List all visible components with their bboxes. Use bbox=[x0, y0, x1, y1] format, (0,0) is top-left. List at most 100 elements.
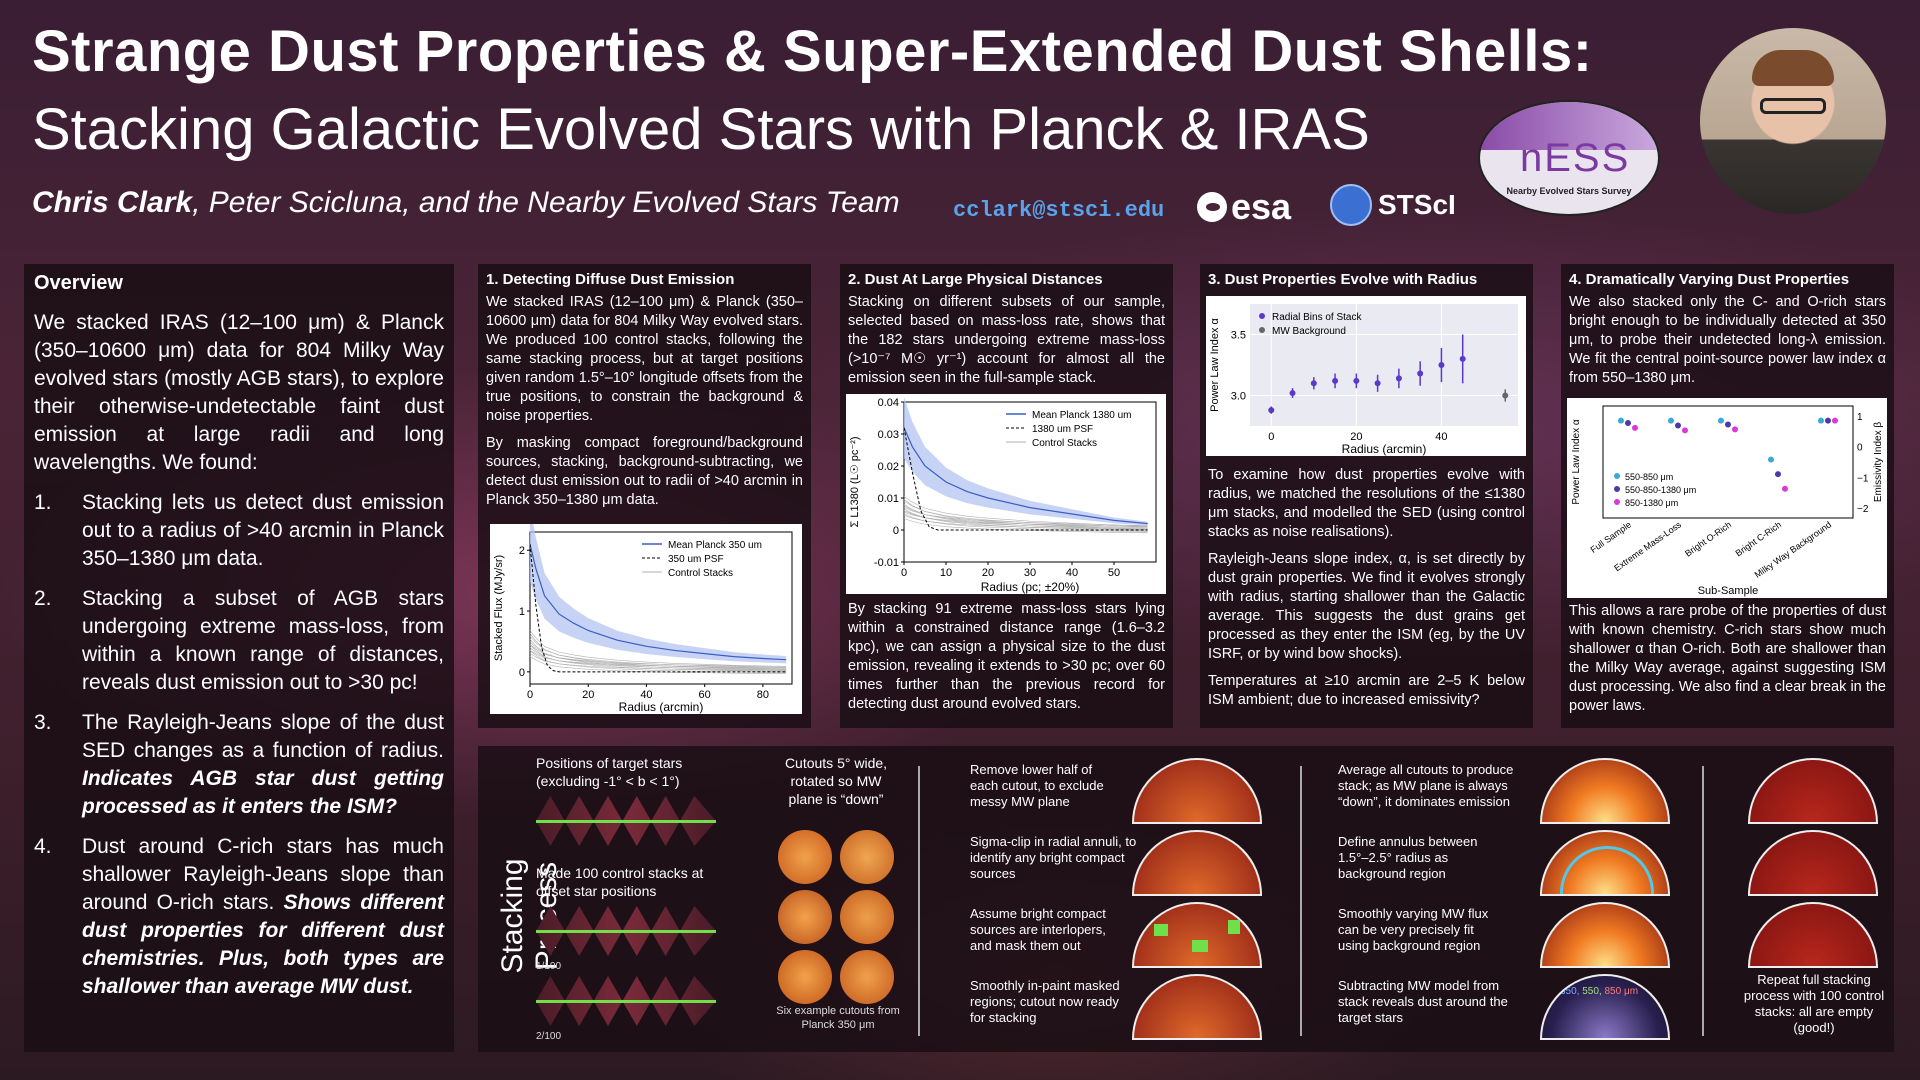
finding-item: 4. Dust around C-rich stars has much shal… bbox=[34, 833, 444, 1001]
control-stack-line bbox=[529, 647, 787, 670]
photo-hair bbox=[1752, 50, 1834, 86]
x-tick-label: 20 bbox=[1350, 431, 1362, 443]
stack-residual: 350, 550, 850 μm bbox=[1540, 974, 1670, 1040]
mean-uncertainty-band bbox=[904, 396, 1148, 526]
y-tick-label: 2 bbox=[519, 545, 525, 557]
data-point bbox=[1832, 417, 1838, 424]
category-label: Bright O-Rich bbox=[1683, 519, 1733, 558]
control-stack-line bbox=[529, 630, 787, 667]
finding-emphasis: Indicates AGB star dust getting processe… bbox=[82, 767, 444, 818]
x-axis-label: Radius (arcmin) bbox=[1342, 442, 1427, 456]
semi-cutout-3 bbox=[1132, 902, 1262, 968]
section-2-heading: 2. Dust At Large Physical Distances bbox=[848, 271, 1103, 288]
finding-number: 4. bbox=[34, 835, 52, 858]
x-tick-label: 0 bbox=[1268, 431, 1274, 443]
x-tick-label: 0 bbox=[901, 567, 907, 579]
section-3-text-2: Rayleigh-Jeans slope index, α, is set di… bbox=[1208, 551, 1525, 662]
separator-3 bbox=[1702, 766, 1704, 1036]
y2-tick-label: 0 bbox=[1857, 443, 1863, 454]
annulus-ring bbox=[1560, 846, 1654, 894]
control-stack-line bbox=[903, 514, 1148, 530]
control-stack-line bbox=[529, 656, 787, 674]
stack-average bbox=[1540, 758, 1670, 824]
y2-tick-label: 1 bbox=[1857, 412, 1863, 423]
section-4-panel: 4. Dramatically Varying Dust Properties … bbox=[1561, 264, 1894, 728]
x-tick-label: 20 bbox=[582, 689, 594, 701]
esa-logo: esa bbox=[1197, 186, 1291, 228]
stsci-label: STScI bbox=[1378, 189, 1456, 220]
mask-patch bbox=[1228, 920, 1240, 934]
stack-annulus bbox=[1540, 830, 1670, 896]
data-point bbox=[1668, 417, 1674, 424]
section-1-panel: 1. Detecting Diffuse Dust Emission We st… bbox=[478, 264, 811, 728]
separator-2 bbox=[1300, 766, 1302, 1036]
x-tick-label: 40 bbox=[1435, 431, 1447, 443]
finding-text: The Rayleigh-Jeans slope of the dust SED… bbox=[82, 709, 444, 821]
chart-3-frame: 3.0 3.5 0 20 40 Radial Bins of Stack MW Backgr… bbox=[1206, 296, 1526, 456]
control-stack-line bbox=[903, 507, 1148, 526]
y-tick-label: 0.04 bbox=[878, 397, 899, 409]
finding-text: Stacking lets us detect dust emission ou… bbox=[82, 489, 444, 573]
data-point bbox=[1682, 427, 1688, 434]
finding-number: 1. bbox=[34, 491, 52, 514]
data-point bbox=[1618, 417, 1624, 424]
contact-email[interactable]: cclark@stsci.edu bbox=[953, 198, 1165, 223]
x-tick-label: 80 bbox=[757, 689, 769, 701]
legend-swatch bbox=[1614, 499, 1620, 505]
step-fit: Smoothly varying MW flux can be very pre… bbox=[1338, 906, 1489, 953]
y-tick-label: 3.5 bbox=[1231, 330, 1246, 342]
data-point bbox=[1625, 420, 1631, 427]
psf-series-line bbox=[903, 427, 1148, 531]
wl-550: 550, bbox=[1582, 986, 1602, 997]
y-tick-label: 0.02 bbox=[878, 461, 899, 473]
finding-number: 2. bbox=[34, 587, 52, 610]
cutout-5 bbox=[778, 950, 832, 1004]
step-mask: Assume bright compact sources are interl… bbox=[970, 906, 1106, 953]
semi-cutout-2 bbox=[1132, 830, 1262, 896]
data-point bbox=[1395, 375, 1402, 382]
finding-body: Stacking lets us detect dust emission ou… bbox=[82, 491, 444, 570]
step-positions: Positions of target stars (excluding -1°… bbox=[536, 755, 683, 789]
data-point bbox=[1289, 390, 1296, 397]
y-axis-label: Stacked Flux (MJy/sr) bbox=[493, 555, 505, 661]
section-4-text-2: This allows a rare probe of the properti… bbox=[1569, 603, 1886, 714]
cutout-2 bbox=[840, 830, 894, 884]
step-subtract: Subtracting MW model from stack reveals … bbox=[1338, 978, 1508, 1025]
cutout-3 bbox=[778, 890, 832, 944]
control-stack-line bbox=[903, 513, 1148, 533]
x-tick-label: 60 bbox=[699, 689, 711, 701]
finding-item: 3. The Rayleigh-Jeans slope of the dust S… bbox=[34, 709, 444, 821]
data-point bbox=[1732, 426, 1738, 433]
data-point bbox=[1825, 417, 1831, 424]
data-point bbox=[1768, 456, 1774, 463]
data-point bbox=[1374, 380, 1381, 387]
legend-swatch bbox=[1614, 486, 1620, 492]
finding-body: The Rayleigh-Jeans slope of the dust SED… bbox=[82, 711, 444, 762]
data-point bbox=[1782, 485, 1788, 492]
control-line-2 bbox=[536, 1000, 716, 1003]
section-3-text-3: Temperatures at ≥10 arcmin are 2–5 K bel… bbox=[1208, 673, 1525, 708]
data-point bbox=[1332, 377, 1339, 384]
x-tick-label: 20 bbox=[982, 567, 994, 579]
chart-2-frame: 0 10 20 30 40 50 -0.01 0 0.01 0.02 0.03 0.04 Radius … bbox=[846, 394, 1166, 594]
y-tick-label: 0 bbox=[519, 667, 525, 679]
y-tick-label: -0.01 bbox=[874, 557, 899, 569]
mean-uncertainty-band bbox=[530, 505, 787, 664]
separator-1 bbox=[918, 766, 920, 1036]
poster-title: Strange Dust Properties & Super-Extended… bbox=[32, 19, 1593, 84]
legend-label-psf: 1380 um PSF bbox=[1032, 424, 1093, 435]
data-point bbox=[1310, 380, 1317, 387]
finding-item: 2. Stacking a subset of AGB stars undergo… bbox=[34, 585, 444, 697]
semi-cutout-4 bbox=[1132, 974, 1262, 1040]
x-tick-label: 40 bbox=[1066, 567, 1078, 579]
finding-number: 3. bbox=[34, 711, 52, 734]
cutout-1 bbox=[778, 830, 832, 884]
data-point bbox=[1725, 421, 1731, 428]
esa-icon bbox=[1197, 192, 1227, 222]
finding-emphasis: Shows different dust properties for diff… bbox=[82, 891, 444, 998]
section-4-heading: 4. Dramatically Varying Dust Properties bbox=[1569, 271, 1850, 288]
mean-series-line bbox=[529, 544, 787, 661]
x-axis-label: Radius (pc; ±20%) bbox=[981, 580, 1080, 594]
chart-1-frame: 0 20 40 60 80 0 1 2 Radius (arcmin) Stacked Flux … bbox=[490, 505, 802, 714]
control-stack-line bbox=[529, 644, 787, 672]
